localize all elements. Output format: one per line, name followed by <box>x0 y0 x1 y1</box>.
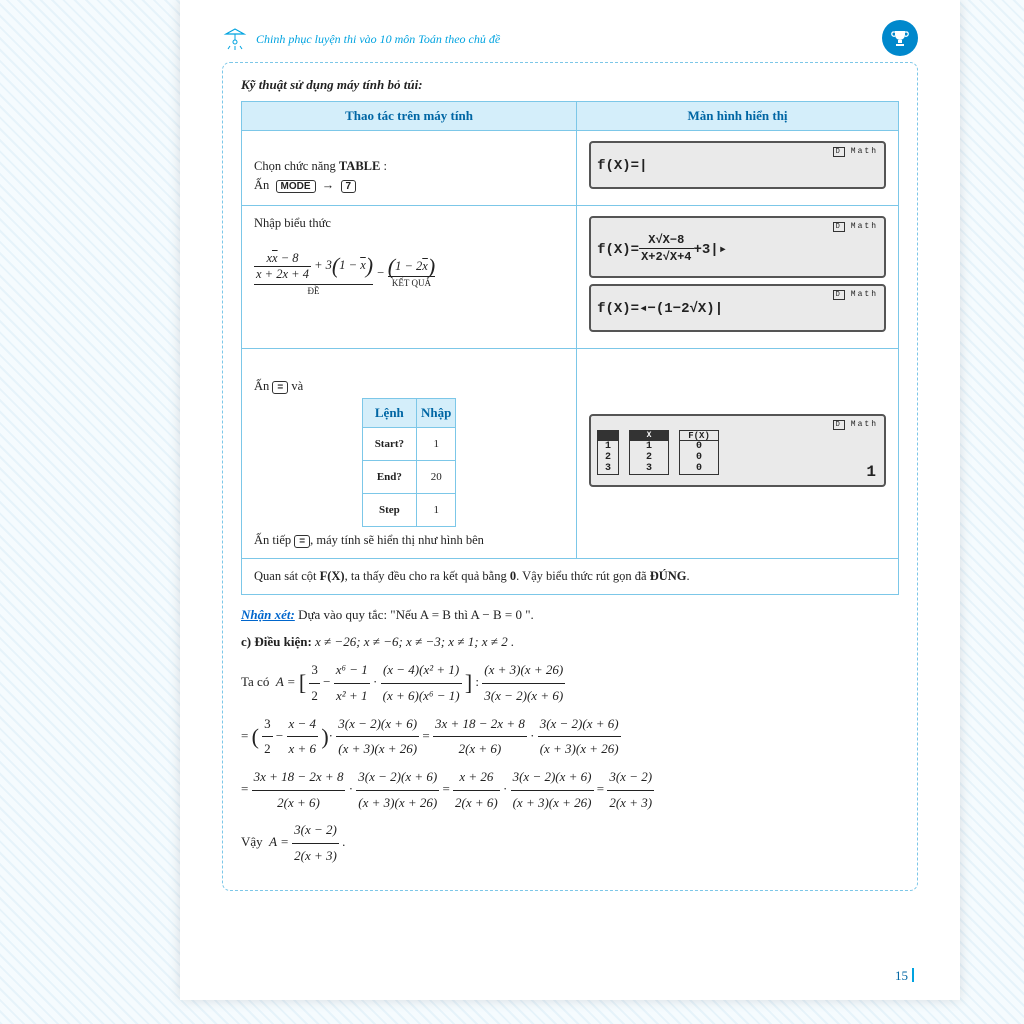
trophy-icon <box>882 20 918 56</box>
col-header-2: Màn hình hiển thị <box>577 102 899 131</box>
calc-screen-2b: DMath f(X)=◂−(1−2√X)| <box>589 284 886 332</box>
col-header-1: Thao tác trên máy tính <box>242 102 577 131</box>
mini-table: LệnhNhập Start?1 End?20 Step1 <box>362 398 457 527</box>
key-7: 7 <box>341 180 357 193</box>
key-mode: MODE <box>276 180 316 193</box>
row2-right: DMath f(X)=X√X−8X+2√X+4+3|▸ DMath f(X)=◂… <box>577 205 899 348</box>
row1-right: DMath f(X)=| <box>577 131 899 206</box>
calc-screen-1: DMath f(X)=| <box>589 141 886 189</box>
key-eq: = <box>272 381 288 394</box>
calc-screen-3: DMath 123 X 123 F(X) <box>589 414 886 487</box>
page-header: Chinh phục luyện thi vào 10 môn Toán the… <box>222 28 918 50</box>
calculator-table: Thao tác trên máy tính Màn hình hiển thị… <box>241 101 899 595</box>
book-title: Chinh phục luyện thi vào 10 môn Toán the… <box>256 32 500 47</box>
row3-left: Ấn = và LệnhNhập Start?1 End?20 Step1 Ấn… <box>242 348 577 558</box>
math-working: Nhận xét: Dựa vào quy tắc: "Nếu A = B th… <box>241 603 899 869</box>
observation-note: Quan sát cột F(X), ta thấy đều cho ra kế… <box>242 558 899 594</box>
page: Chinh phục luyện thi vào 10 môn Toán the… <box>180 0 960 1000</box>
row1-left: Chọn chức năng TABLE : Ấn MODE → 7 <box>242 131 577 206</box>
row3-right: DMath 123 X 123 F(X) <box>577 348 899 558</box>
page-number: 15 <box>895 968 914 984</box>
section-title: Kỹ thuật sử dụng máy tính bỏ túi: <box>241 77 899 93</box>
row2-left: Nhập biểu thức xx − 8 x + 2x + 4 + 3(1 −… <box>242 205 577 348</box>
calc-screen-2a: DMath f(X)=X√X−8X+2√X+4+3|▸ <box>589 216 886 279</box>
lamp-icon <box>222 28 248 50</box>
expr-fraction: xx − 8 x + 2x + 4 <box>254 251 311 282</box>
content-box: Kỹ thuật sử dụng máy tính bỏ túi: Thao t… <box>222 62 918 891</box>
remark-label: Nhận xét: <box>241 607 295 622</box>
